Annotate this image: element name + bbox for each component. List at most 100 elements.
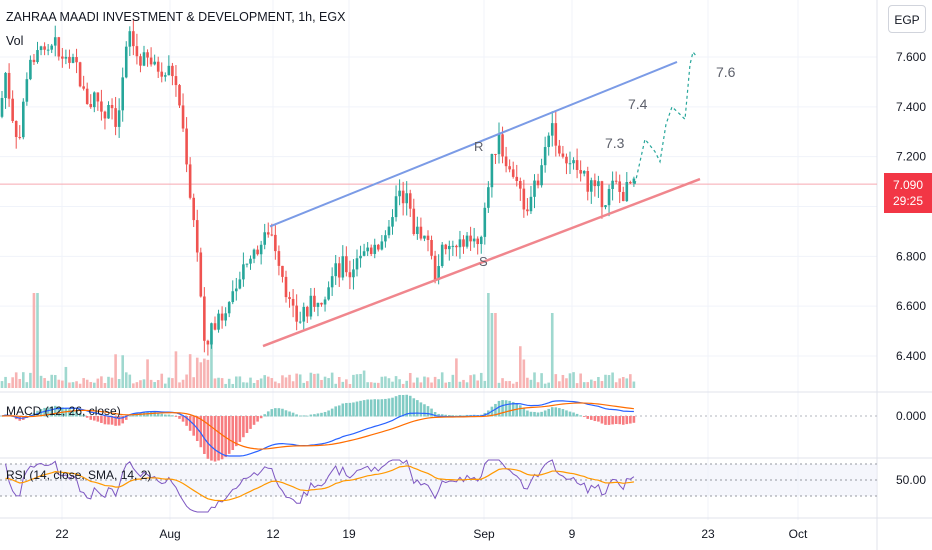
macd-histogram-bar xyxy=(238,416,242,442)
macd-histogram-bar xyxy=(128,415,132,417)
candle-body xyxy=(529,196,533,212)
macd-histogram-bar xyxy=(295,414,298,417)
macd-histogram-bar xyxy=(337,405,341,417)
volume-bar xyxy=(238,376,242,388)
candle-body xyxy=(174,76,178,86)
volume-bar xyxy=(455,358,458,388)
candle-body xyxy=(597,181,600,187)
volume-bar xyxy=(483,380,487,388)
macd-histogram-bar xyxy=(71,409,75,417)
macd-histogram-bar xyxy=(245,416,249,433)
macd-histogram-bar xyxy=(504,400,508,417)
rsi-legend[interactable]: RSI (14, close, SMA, 14, 2) xyxy=(6,468,152,482)
volume-bar xyxy=(36,293,39,388)
volume-bar xyxy=(448,381,451,388)
volume-bar xyxy=(53,375,57,388)
volume-bar xyxy=(536,382,540,388)
signal-line xyxy=(1,402,634,450)
price-tick-label: 6.800 xyxy=(896,249,926,263)
candle-body xyxy=(306,306,309,317)
currency-button[interactable]: EGP xyxy=(888,5,926,33)
symbol-title[interactable]: ZAHRAA MAADI INVESTMENT & DEVELOPMENT, 1… xyxy=(6,10,346,24)
macd-histogram-bar xyxy=(50,406,53,417)
macd-histogram-bar xyxy=(235,416,238,447)
candle-body xyxy=(337,263,341,278)
macd-legend[interactable]: MACD (12, 26, close) xyxy=(6,404,121,418)
volume-bar xyxy=(621,377,625,388)
macd-histogram-bar xyxy=(124,416,128,420)
volume-bar xyxy=(316,373,320,388)
candle-body xyxy=(85,88,89,104)
volume-bar xyxy=(465,382,469,388)
macd-histogram-bar xyxy=(497,400,501,417)
volume-bar xyxy=(384,376,387,388)
candle-body xyxy=(96,92,100,102)
candle-body xyxy=(82,86,85,89)
candle-body xyxy=(398,190,401,197)
volume-bar xyxy=(188,354,192,388)
macd-histogram-bar xyxy=(565,410,568,417)
macd-histogram-bar xyxy=(561,409,565,417)
macd-histogram-bar xyxy=(156,412,160,417)
macd-histogram-bar xyxy=(0,416,4,417)
macd-histogram-bar xyxy=(284,410,288,417)
volume-bar xyxy=(490,313,494,388)
volume-bar xyxy=(334,383,337,388)
rsi-line xyxy=(5,459,635,513)
candle-body xyxy=(536,180,540,186)
candle-body xyxy=(320,302,323,305)
macd-histogram-bar xyxy=(533,411,536,417)
volume-bar xyxy=(132,383,135,388)
macd-histogram-bar xyxy=(117,416,121,426)
candle-body xyxy=(213,323,217,330)
macd-histogram-bar xyxy=(160,413,164,417)
volume-bar xyxy=(469,375,472,388)
volume-bar xyxy=(369,382,373,388)
candle-body xyxy=(607,188,611,206)
volume-bar xyxy=(497,382,501,388)
macd-histogram-bar xyxy=(266,411,270,417)
macd-histogram-bar xyxy=(107,416,110,425)
macd-histogram-bar xyxy=(291,412,295,417)
macd-histogram-bar xyxy=(593,416,597,422)
macd-histogram-bar xyxy=(458,415,462,417)
macd-histogram-bar xyxy=(522,408,526,417)
candle-body xyxy=(50,45,53,50)
macd-histogram-bar xyxy=(426,406,430,417)
volume-bar xyxy=(476,380,479,388)
macd-histogram-bar xyxy=(384,398,387,417)
macd-histogram-bar xyxy=(629,416,632,424)
macd-histogram-bar xyxy=(188,416,192,431)
candle-body xyxy=(29,59,32,80)
candle-body xyxy=(348,272,352,278)
volume-bar xyxy=(561,374,565,388)
volume-bar xyxy=(160,373,164,388)
volume-bar xyxy=(89,382,93,388)
candle-body xyxy=(277,251,281,266)
macd-histogram-bar xyxy=(277,408,281,417)
candle-body xyxy=(149,57,153,65)
volume-bar xyxy=(227,378,231,388)
macd-histogram-bar xyxy=(302,415,306,417)
macd-histogram-bar xyxy=(586,416,590,419)
candle-body xyxy=(57,37,61,57)
volume-bar xyxy=(533,372,536,388)
volume-bar xyxy=(259,378,263,388)
macd-pane xyxy=(0,394,877,462)
macd-histogram-bar xyxy=(96,416,100,422)
macd-histogram-bar xyxy=(387,398,391,417)
macd-histogram-bar xyxy=(377,399,380,417)
candle-body xyxy=(377,244,380,250)
volume-bar xyxy=(93,382,96,388)
volume-bar xyxy=(423,376,426,388)
candle-body xyxy=(68,56,71,63)
candle-body xyxy=(302,306,306,322)
macd-histogram-bar xyxy=(366,399,369,417)
macd-histogram-bar xyxy=(281,408,284,417)
volume-bar xyxy=(242,382,245,388)
volume-bar xyxy=(75,381,78,388)
macd-histogram-bar xyxy=(550,407,554,417)
volume-bar xyxy=(50,374,53,388)
candle-body xyxy=(178,85,181,106)
